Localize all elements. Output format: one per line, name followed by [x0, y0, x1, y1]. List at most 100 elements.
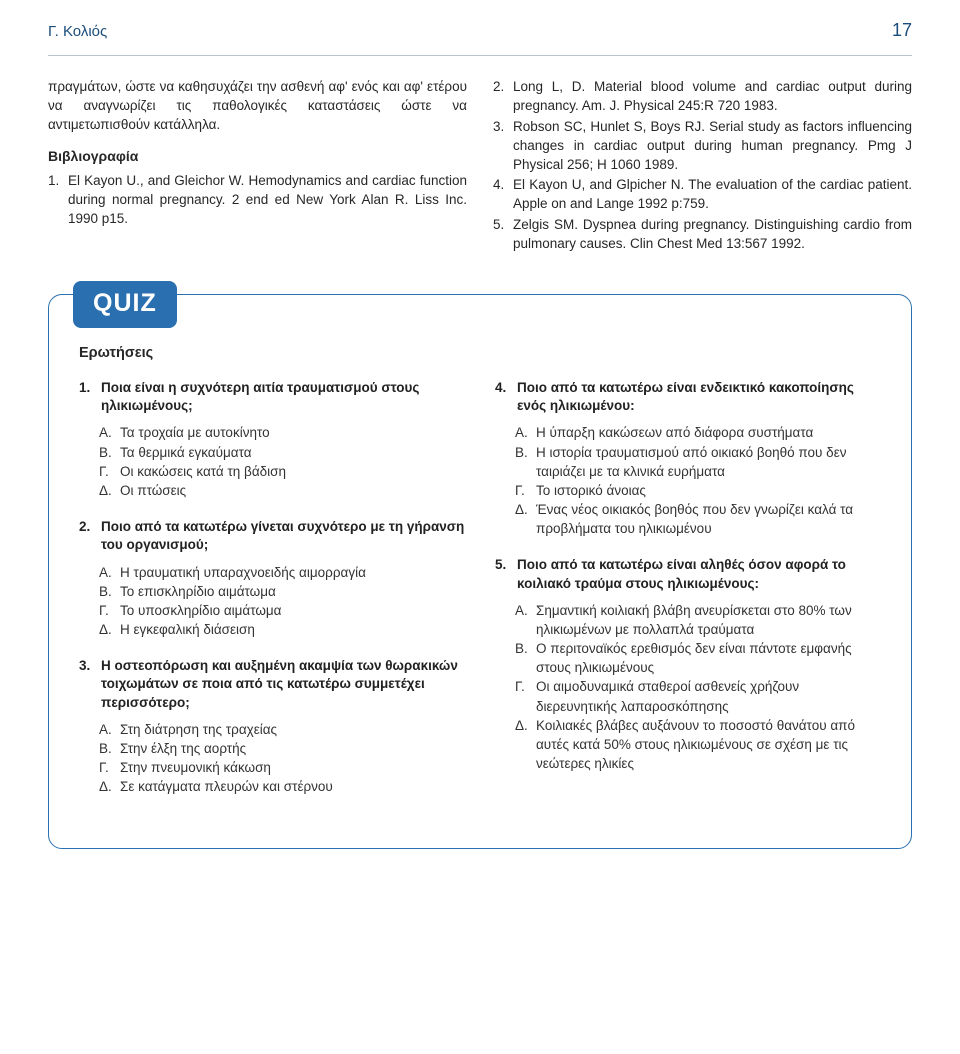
- quiz-option: Α.Σημαντική κοιλιακή βλάβη ανευρίσκεται …: [515, 601, 881, 639]
- body-two-columns: πραγμάτων, ώστε να καθησυχάζει την ασθεν…: [48, 78, 912, 256]
- quiz-options: Α.Στη διάτρηση της τραχείας Β.Στην έλξη …: [79, 720, 465, 797]
- option-label: Γ.: [515, 481, 531, 500]
- option-text: Το υποσκληρίδιο αιμάτωμα: [120, 601, 465, 620]
- option-label: Δ.: [99, 481, 115, 500]
- option-text: Στην πνευμονική κάκωση: [120, 758, 465, 777]
- quiz-option: Β. Το επισκληρίδιο αιμάτωμα: [99, 582, 465, 601]
- option-label: Γ.: [99, 462, 115, 481]
- quiz-option: Β. Τα θερμικά εγκαύματα: [99, 443, 465, 462]
- option-label: Γ.: [515, 677, 531, 715]
- quiz-question: 3. Η οστεοπόρωση και αυξημένη ακαμψία τω…: [79, 657, 465, 796]
- quiz-option: Β.Ο περιτοναϊκός ερεθισμός δεν είναι πάν…: [515, 639, 881, 677]
- quiz-column-right: 4. Ποιο από τα κατωτέρω είναι ενδεικτικό…: [495, 379, 881, 814]
- quiz-option: Γ. Οι κακώσεις κατά τη βάδιση: [99, 462, 465, 481]
- option-label: Δ.: [515, 716, 531, 773]
- reference-item: 1. El Kayon U., and Gleichor W. Hemodyna…: [48, 172, 467, 229]
- option-text: Κοιλιακές βλάβες αυξάνουν το ποσοστό θαν…: [536, 716, 881, 773]
- quiz-option: Δ. Οι πτώσεις: [99, 481, 465, 500]
- reference-item: 2. Long L, D. Material blood volume and …: [493, 78, 912, 116]
- quiz-question-text: Ποιο από τα κατωτέρω γίνεται συχνότερο μ…: [101, 518, 465, 554]
- quiz-option: Α.Η ύπαρξη κακώσεων από διάφορα συστήματ…: [515, 423, 881, 442]
- quiz-question-text: Ποια είναι η συχνότερη αιτία τραυματισμο…: [101, 379, 465, 415]
- option-text: Στη διάτρηση της τραχείας: [120, 720, 465, 739]
- reference-text: Zelgis SM. Dyspnea during pregnancy. Dis…: [513, 216, 912, 254]
- reference-list-left: 1. El Kayon U., and Gleichor W. Hemodyna…: [48, 172, 467, 229]
- option-text: Οι κακώσεις κατά τη βάδιση: [120, 462, 465, 481]
- reference-text: Robson SC, Hunlet S, Boys RJ. Serial stu…: [513, 118, 912, 175]
- quiz-question-number: 3.: [79, 657, 95, 712]
- reference-number: 3.: [493, 118, 507, 175]
- reference-number: 1.: [48, 172, 62, 229]
- option-text: Η ιστορία τραυματισμού από οικιακό βοηθό…: [536, 443, 881, 481]
- quiz-question: 1. Ποια είναι η συχνότερη αιτία τραυματι…: [79, 379, 465, 500]
- quiz-options: Α.Η τραυματική υπαραχνοειδής αιμορραγία …: [79, 563, 465, 640]
- quiz-question-number: 2.: [79, 518, 95, 554]
- option-label: Α.: [515, 601, 531, 639]
- quiz-columns: 1. Ποια είναι η συχνότερη αιτία τραυματι…: [79, 379, 881, 814]
- quiz-badge: QUIZ: [73, 281, 177, 328]
- option-text: Τα θερμικά εγκαύματα: [120, 443, 465, 462]
- option-label: Α.: [99, 423, 115, 442]
- quiz-question-number: 5.: [495, 556, 511, 592]
- quiz-option: Α. Τα τροχαία με αυτοκίνητο: [99, 423, 465, 442]
- quiz-option: Γ.Οι αιμοδυναμικά σταθεροί ασθενείς χρήζ…: [515, 677, 881, 715]
- option-label: Β.: [515, 639, 531, 677]
- option-label: Β.: [99, 739, 115, 758]
- quiz-options: Α. Τα τροχαία με αυτοκίνητο Β. Τα θερμικά …: [79, 423, 465, 500]
- quiz-question-number: 1.: [79, 379, 95, 415]
- reference-text: Long L, D. Material blood volume and car…: [513, 78, 912, 116]
- quiz-option: Β.Η ιστορία τραυματισμού από οικιακό βοη…: [515, 443, 881, 481]
- header-page-number: 17: [892, 20, 912, 41]
- option-label: Γ.: [99, 758, 115, 777]
- quiz-question-heading: 3. Η οστεοπόρωση και αυξημένη ακαμψία τω…: [79, 657, 465, 712]
- option-text: Η εγκεφαλική διάσειση: [120, 620, 465, 639]
- option-label: Β.: [99, 443, 115, 462]
- reference-number: 2.: [493, 78, 507, 116]
- header-author: Γ. Κολιός: [48, 23, 107, 40]
- page-container: Γ. Κολιός 17 πραγμάτων, ώστε να καθησυχά…: [0, 0, 960, 879]
- option-label: Γ.: [99, 601, 115, 620]
- quiz-question: 2. Ποιο από τα κατωτέρω γίνεται συχνότερ…: [79, 518, 465, 639]
- option-label: Α.: [99, 563, 115, 582]
- quiz-column-left: 1. Ποια είναι η συχνότερη αιτία τραυματι…: [79, 379, 465, 814]
- quiz-option: Γ. Το υποσκληρίδιο αιμάτωμα: [99, 601, 465, 620]
- option-label: Β.: [515, 443, 531, 481]
- option-text: Οι αιμοδυναμικά σταθεροί ασθενείς χρήζου…: [536, 677, 881, 715]
- reference-text: El Kayon U., and Gleichor W. Hemodynamic…: [68, 172, 467, 229]
- quiz-question: 5. Ποιο από τα κατωτέρω είναι αληθές όσο…: [495, 556, 881, 773]
- quiz-question-heading: 1. Ποια είναι η συχνότερη αιτία τραυματι…: [79, 379, 465, 415]
- quiz-option: Γ.Το ιστορικό άνοιας: [515, 481, 881, 500]
- option-text: Ένας νέος οικιακός βοηθός που δεν γνωρίζ…: [536, 500, 881, 538]
- quiz-option: Α. Στη διάτρηση της τραχείας: [99, 720, 465, 739]
- quiz-question-heading: 2. Ποιο από τα κατωτέρω γίνεται συχνότερ…: [79, 518, 465, 554]
- option-text: Το επισκληρίδιο αιμάτωμα: [120, 582, 465, 601]
- option-label: Δ.: [515, 500, 531, 538]
- quiz-question: 4. Ποιο από τα κατωτέρω είναι ενδεικτικό…: [495, 379, 881, 538]
- intro-paragraph: πραγμάτων, ώστε να καθησυχάζει την ασθεν…: [48, 78, 467, 135]
- quiz-option: Δ. Σε κατάγματα πλευρών και στέρνου: [99, 777, 465, 796]
- quiz-panel: QUIZ Ερωτήσεις 1. Ποια είναι η συχνότερη…: [48, 294, 912, 849]
- option-text: Ο περιτοναϊκός ερεθισμός δεν είναι πάντο…: [536, 639, 881, 677]
- option-text: Τα τροχαία με αυτοκίνητο: [120, 423, 465, 442]
- quiz-options: Α.Σημαντική κοιλιακή βλάβη ανευρίσκεται …: [495, 601, 881, 773]
- option-text: Σε κατάγματα πλευρών και στέρνου: [120, 777, 465, 796]
- quiz-option: Δ.Η εγκεφαλική διάσειση: [99, 620, 465, 639]
- quiz-option: Δ.Κοιλιακές βλάβες αυξάνουν το ποσοστό θ…: [515, 716, 881, 773]
- option-text: Η τραυματική υπαραχνοειδής αιμορραγία: [120, 563, 465, 582]
- reference-text: El Kayon U, and Glpicher N. The evaluati…: [513, 176, 912, 214]
- option-label: Α.: [99, 720, 115, 739]
- option-label: Β.: [99, 582, 115, 601]
- body-column-left: πραγμάτων, ώστε να καθησυχάζει την ασθεν…: [48, 78, 467, 256]
- reference-number: 4.: [493, 176, 507, 214]
- quiz-option: Δ.Ένας νέος οικιακός βοηθός που δεν γνωρ…: [515, 500, 881, 538]
- quiz-question-text: Ποιο από τα κατωτέρω είναι ενδεικτικό κα…: [517, 379, 881, 415]
- reference-number: 5.: [493, 216, 507, 254]
- body-column-right: 2. Long L, D. Material blood volume and …: [493, 78, 912, 256]
- option-label: Α.: [515, 423, 531, 442]
- option-text: Οι πτώσεις: [120, 481, 465, 500]
- quiz-option: Γ. Στην πνευμονική κάκωση: [99, 758, 465, 777]
- page-header: Γ. Κολιός 17: [48, 20, 912, 41]
- quiz-question-heading: 4. Ποιο από τα κατωτέρω είναι ενδεικτικό…: [495, 379, 881, 415]
- reference-item: 3. Robson SC, Hunlet S, Boys RJ. Serial …: [493, 118, 912, 175]
- option-label: Δ.: [99, 777, 115, 796]
